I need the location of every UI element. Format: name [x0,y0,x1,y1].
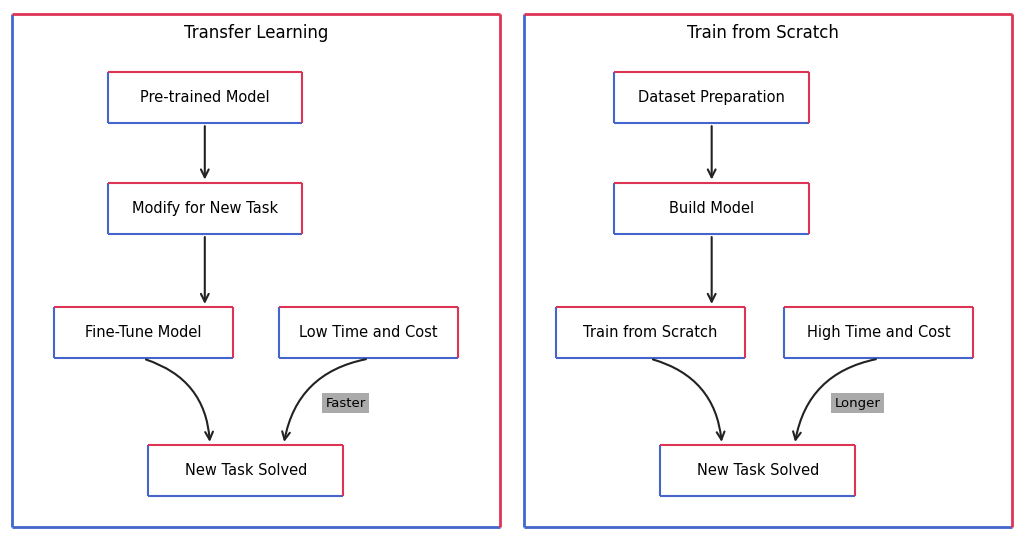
Text: New Task Solved: New Task Solved [696,463,819,478]
FancyBboxPatch shape [614,72,809,123]
Text: High Time and Cost: High Time and Cost [807,325,950,340]
FancyBboxPatch shape [108,72,302,123]
Text: Transfer Learning: Transfer Learning [184,24,328,42]
Text: Train from Scratch: Train from Scratch [687,24,839,42]
Text: Modify for New Task: Modify for New Task [132,201,278,216]
Text: Longer: Longer [835,397,881,410]
FancyBboxPatch shape [660,445,855,497]
FancyBboxPatch shape [148,445,343,497]
FancyBboxPatch shape [614,183,809,234]
FancyBboxPatch shape [279,307,458,358]
Text: Faster: Faster [326,397,366,410]
FancyBboxPatch shape [108,183,302,234]
FancyBboxPatch shape [54,307,233,358]
FancyBboxPatch shape [784,307,973,358]
Text: Fine-Tune Model: Fine-Tune Model [85,325,202,340]
Text: Pre-trained Model: Pre-trained Model [140,90,269,105]
FancyBboxPatch shape [555,307,745,358]
Text: Dataset Preparation: Dataset Preparation [638,90,785,105]
Text: Train from Scratch: Train from Scratch [583,325,718,340]
Text: New Task Solved: New Task Solved [184,463,307,478]
Text: Low Time and Cost: Low Time and Cost [299,325,438,340]
Text: Build Model: Build Model [669,201,755,216]
